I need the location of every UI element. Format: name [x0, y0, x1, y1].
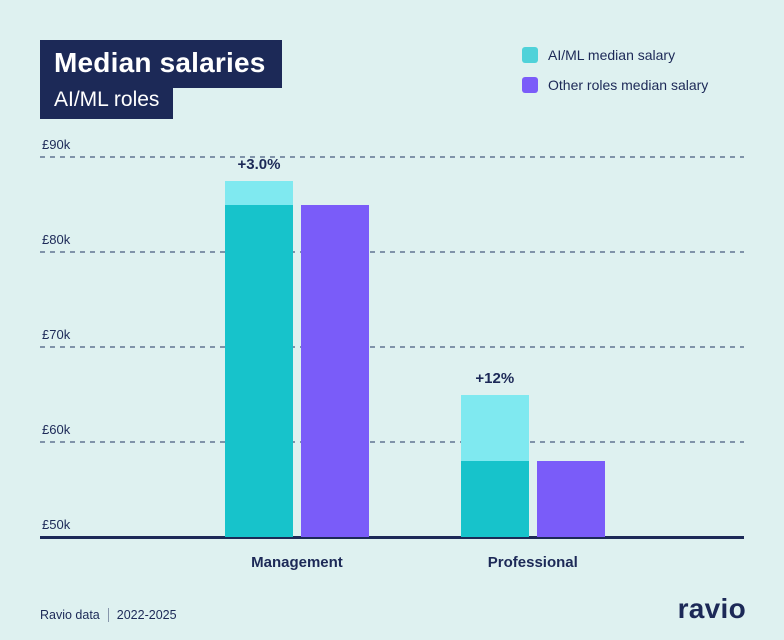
bar-other-management: [300, 204, 369, 537]
y-tick-label-90: £90k: [42, 137, 71, 152]
page-title: Median salaries: [40, 40, 282, 88]
growth-label-management: +3.0%: [237, 155, 281, 173]
footer-source-label: Ravio data: [40, 608, 100, 622]
legend-item-other: Other roles median salary: [522, 77, 708, 93]
x-axis-baseline: [40, 536, 744, 539]
ravio-logo: ravio: [677, 593, 746, 624]
page-subtitle: AI/ML roles: [40, 84, 174, 119]
legend-label-aiml: AI/ML median salary: [548, 47, 676, 63]
category-label-management: Management: [251, 554, 343, 571]
growth-label-professional: +12%: [475, 369, 515, 387]
gridline-80: [40, 251, 744, 253]
bar-other-professional: [536, 461, 605, 537]
legend-swatch-other-icon: [522, 77, 538, 93]
legend-label-other: Other roles median salary: [548, 77, 709, 93]
bar-aiml-management: [224, 204, 293, 537]
legend: AI/ML median salary Other roles median s…: [522, 47, 708, 93]
gridline-60: [40, 441, 744, 443]
footer-source: Ravio data 2022-2025: [40, 608, 177, 622]
y-tick-label-50: £50k: [42, 517, 71, 532]
y-tick-label-60: £60k: [42, 422, 71, 437]
y-tick-label-80: £80k: [42, 232, 71, 247]
legend-swatch-aiml-icon: [522, 47, 538, 63]
y-tick-label-70: £70k: [42, 327, 71, 342]
category-label-professional: Professional: [487, 554, 578, 571]
legend-item-aiml: AI/ML median salary: [522, 47, 708, 63]
footer-period: 2022-2025: [116, 608, 177, 622]
gridline-90: [40, 156, 744, 158]
footer-divider: [107, 608, 109, 622]
bar-aiml-professional: [460, 461, 529, 537]
gridline-70: [40, 346, 744, 348]
